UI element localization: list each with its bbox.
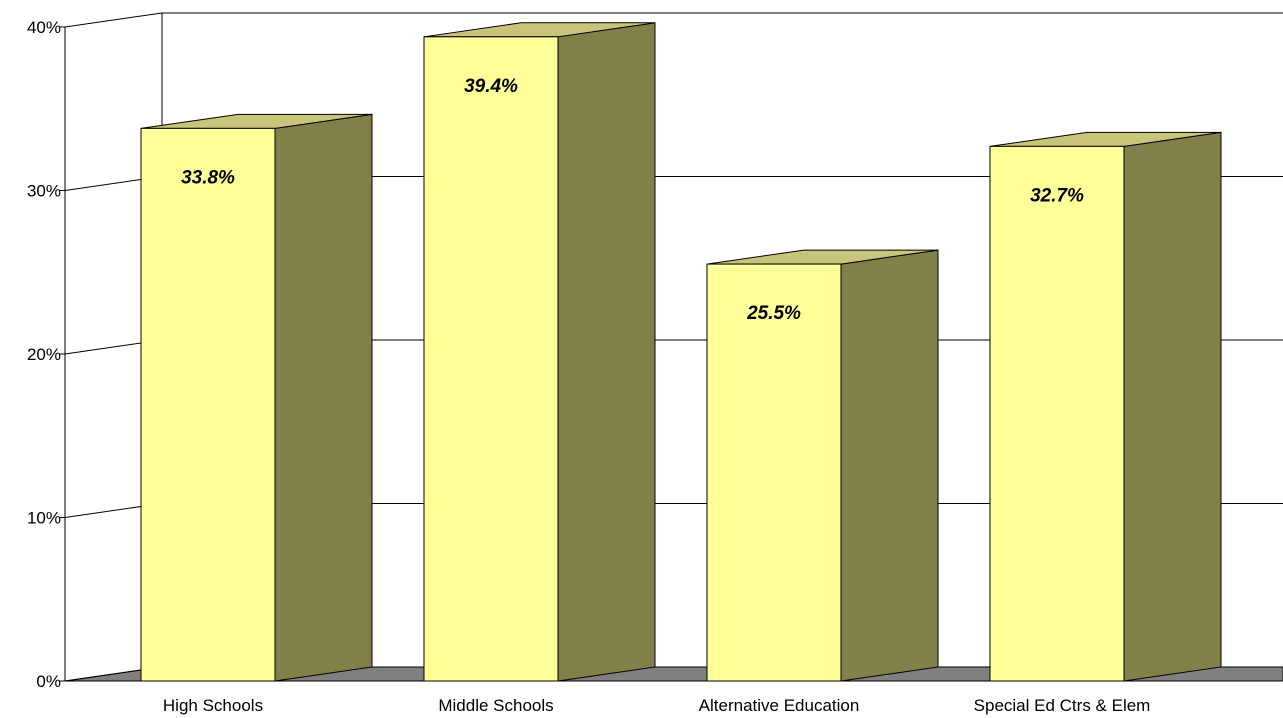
category-label: Special Ed Ctrs & Elem [974,696,1151,715]
bars [140,22,1222,682]
category-label: High Schools [163,696,263,715]
category-label: Middle Schools [438,696,553,715]
y-tick-label: 10% [27,509,61,528]
bar [706,249,939,682]
bar [423,22,656,682]
data-label: 39.4% [464,76,518,97]
bar-side [1123,131,1222,682]
gridline-depth [64,12,163,28]
bar [989,131,1222,682]
data-label: 25.5% [746,303,801,324]
bar-side [274,113,373,682]
category-axis: High Schools Middle Schools Alternative Ed… [163,696,1150,715]
y-tick-label: 30% [27,182,61,201]
y-tick-label: 20% [27,345,61,364]
bar-front [423,36,559,682]
bar [140,113,373,682]
y-tick-label: 0% [36,672,61,691]
bar-front [989,145,1125,682]
bar-front [140,127,276,682]
data-label: 32.7% [1030,185,1084,206]
y-tick-label: 40% [27,18,61,37]
bar-side [557,22,656,682]
data-label: 33.8% [181,167,235,188]
data-labels: 33.8% 39.4% 25.5% 32.7% [181,76,1084,324]
category-label: Alternative Education [699,696,860,715]
bar-side [840,249,939,682]
bar-front [706,263,842,682]
